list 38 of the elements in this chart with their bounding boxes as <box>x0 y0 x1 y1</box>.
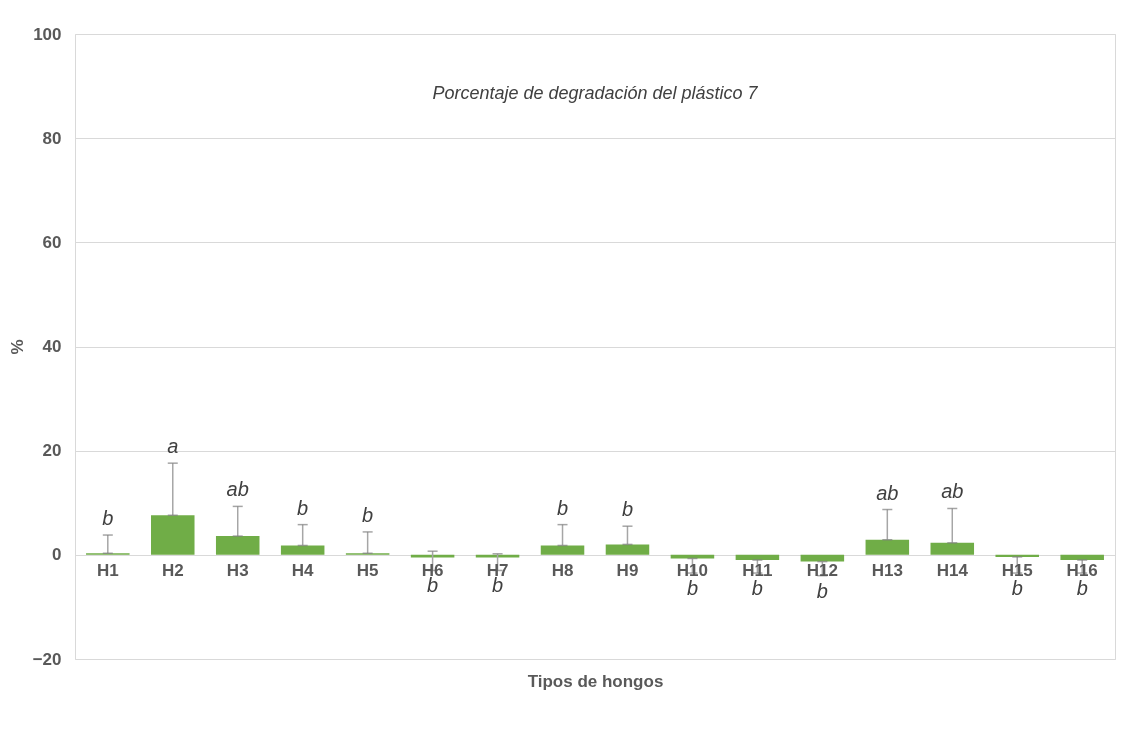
x-tick-label: H3 <box>226 560 249 580</box>
x-tick-label: H10 <box>676 560 709 580</box>
text: Porcentaje de degradación del plástico 7 <box>432 83 759 103</box>
y-tick-label: 100 <box>33 24 62 44</box>
annotation: b <box>816 579 828 602</box>
x-tick-label: H14 <box>936 560 969 580</box>
x-tick-label: H13 <box>871 560 903 580</box>
annotation: b <box>362 503 374 526</box>
x-tick-label: H12 <box>806 560 838 580</box>
x-tick-label: H2 <box>161 560 184 580</box>
annotation: b <box>686 577 698 600</box>
annotation: b <box>1011 577 1023 600</box>
annotation: ab <box>876 481 899 504</box>
y-tick-label: 40 <box>42 337 62 356</box>
y-tick-label: 60 <box>42 232 62 252</box>
annotation: ab <box>226 478 249 501</box>
x-tick-label: H5 <box>356 560 379 580</box>
annotation: b <box>621 498 634 521</box>
x-axis-title: Tipos de hongos <box>527 671 664 691</box>
annotation: b <box>102 507 114 530</box>
x-tick-label: H11 <box>742 560 773 580</box>
annotation: b <box>751 577 763 600</box>
annotation: b <box>556 496 569 519</box>
x-tick-label: H9 <box>616 560 639 580</box>
y-tick-label: 20 <box>42 441 62 461</box>
x-tick-label: H1 <box>96 560 119 580</box>
annotation: ab <box>941 480 964 503</box>
x-tick-label: H8 <box>551 560 574 580</box>
x-tick-label: H4 <box>291 560 315 580</box>
x-tick-label: H15 <box>1001 560 1033 580</box>
y-tick-label: −20 <box>32 649 62 669</box>
annotation: a <box>167 435 179 458</box>
y-tick-label: 0 <box>52 545 62 565</box>
annotation: b <box>1076 577 1088 600</box>
annotation: b <box>297 496 309 519</box>
y-axis-title: % <box>7 339 27 355</box>
x-tick-label: H16 <box>1066 560 1098 580</box>
y-tick-label: 80 <box>42 128 62 148</box>
